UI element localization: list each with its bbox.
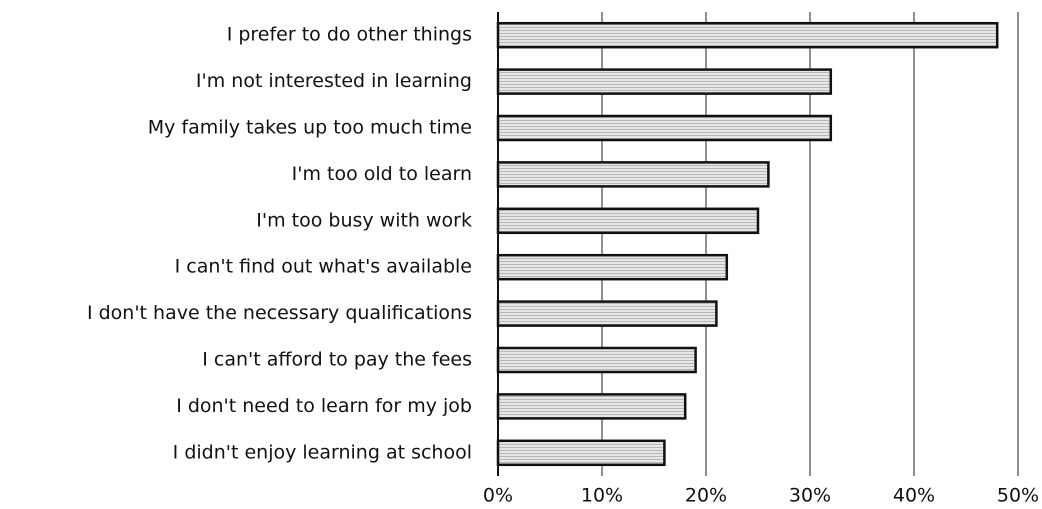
y-tick-label: I didn't enjoy learning at school: [173, 441, 472, 463]
x-tick-label: 50%: [997, 485, 1039, 507]
bar: [496, 253, 729, 281]
bar: [496, 346, 697, 374]
x-tick-label: 20%: [685, 485, 727, 507]
x-tick-label: 40%: [893, 485, 935, 507]
x-tick-label: 10%: [581, 485, 623, 507]
bar: [496, 161, 770, 188]
y-tick-label: I can't afford to pay the fees: [202, 349, 472, 371]
y-tick-label: I'm not interested in learning: [196, 70, 472, 92]
x-tick-label: 0%: [483, 485, 513, 507]
x-tick-label: 30%: [789, 485, 831, 507]
y-tick-label: I'm too old to learn: [292, 163, 472, 185]
bar: [496, 21, 999, 49]
y-tick-label: I don't have the necessary qualification…: [87, 302, 472, 324]
y-tick-label: I don't need to learn for my job: [176, 395, 472, 417]
y-tick-label: I'm too busy with work: [256, 209, 472, 231]
bar: [496, 439, 666, 467]
bar: [496, 207, 760, 235]
y-tick-label: I can't find out what's available: [175, 256, 472, 278]
bar: [496, 68, 833, 95]
bar: [496, 300, 718, 327]
y-tick-label: I prefer to do other things: [227, 24, 472, 46]
bar: [496, 393, 687, 420]
bar: [496, 114, 833, 142]
y-tick-label: My family takes up too much time: [148, 117, 472, 139]
